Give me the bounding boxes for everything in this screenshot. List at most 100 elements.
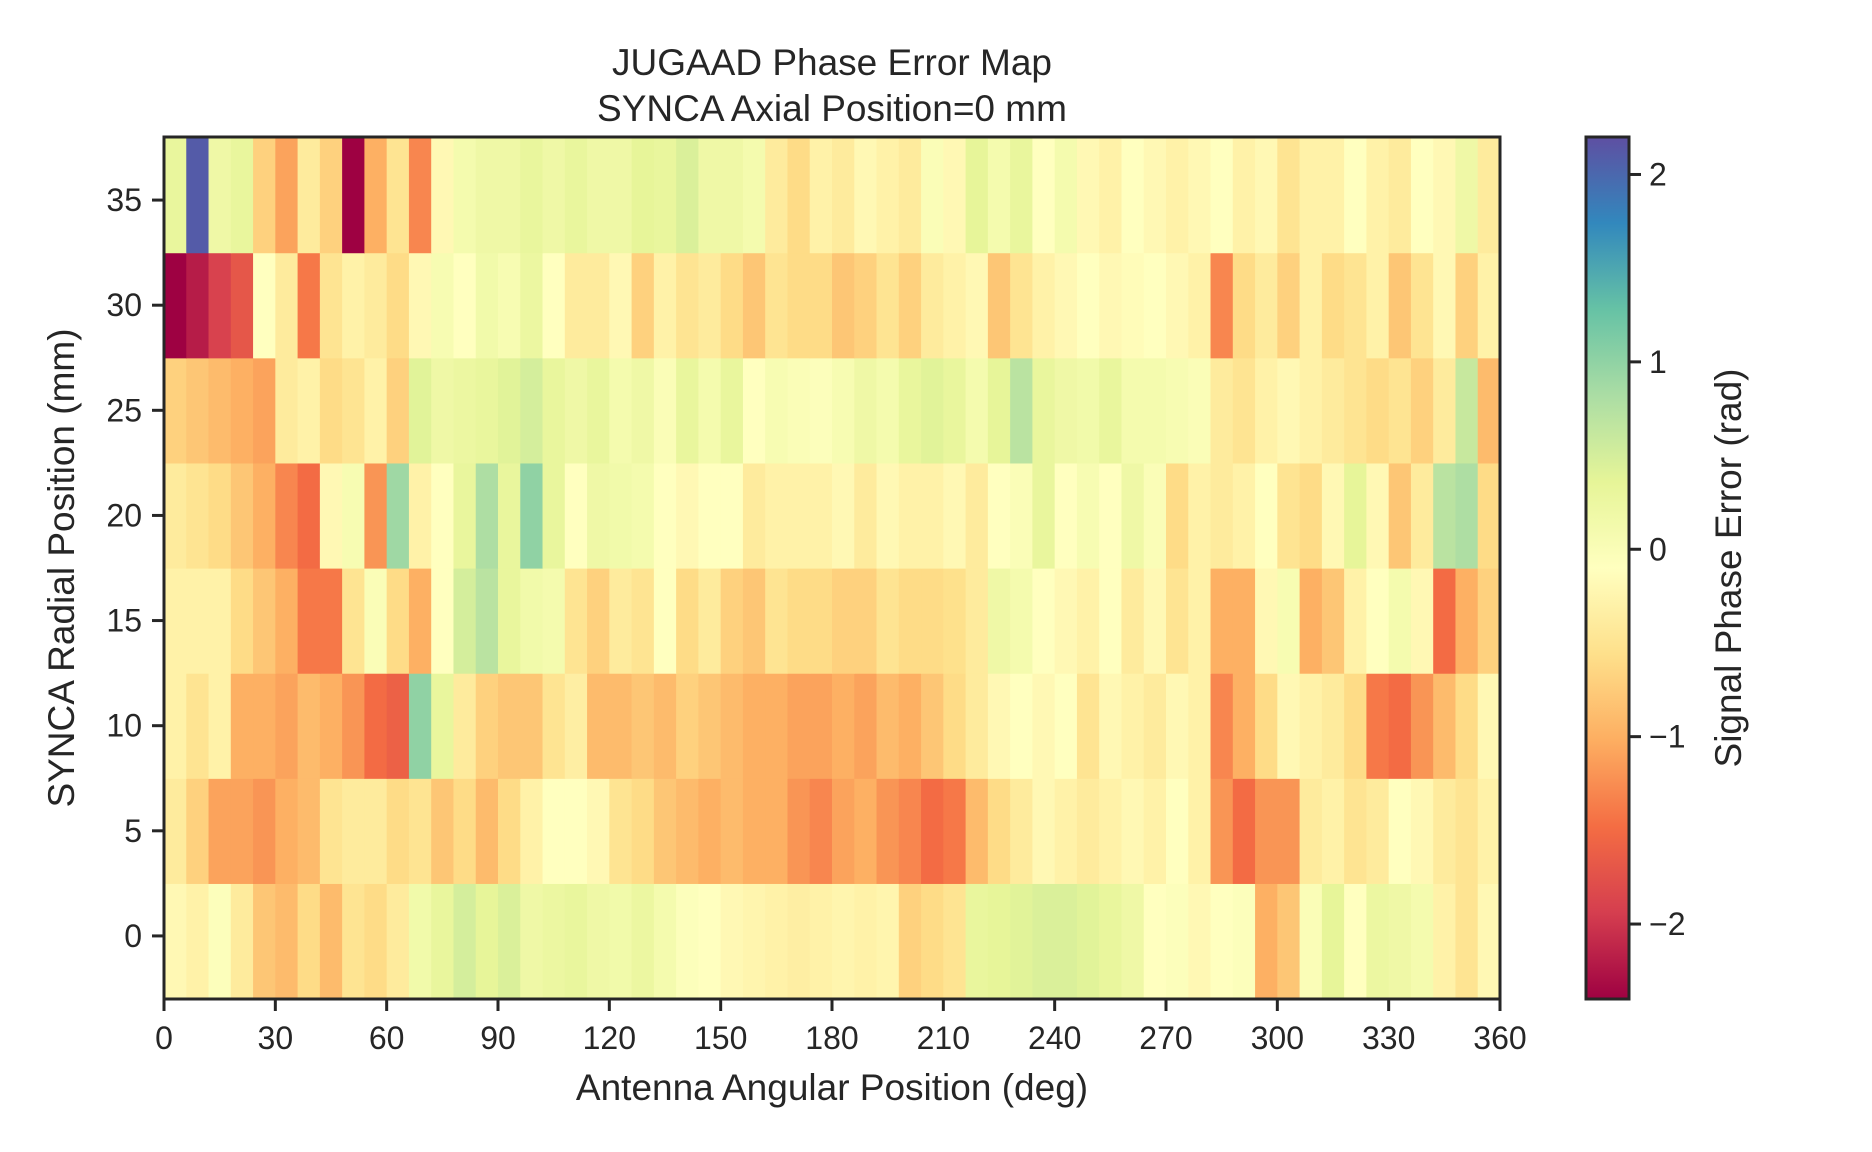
heatmap-cell xyxy=(1433,778,1457,884)
heatmap-cell xyxy=(364,357,388,464)
heatmap-cell xyxy=(1366,252,1390,359)
colorbar-label: Signal Phase Error (rad) xyxy=(1708,369,1749,768)
heatmap-cell xyxy=(1121,252,1145,359)
heatmap-cell xyxy=(1099,462,1123,569)
heatmap-cell xyxy=(898,137,922,254)
heatmap-cell xyxy=(475,883,499,1000)
heatmap-cell xyxy=(1010,137,1033,254)
heatmap-cell xyxy=(1410,883,1434,1000)
heatmap-cell xyxy=(1299,137,1323,254)
heatmap-cell xyxy=(1166,462,1189,569)
heatmap-cell xyxy=(898,357,922,464)
heatmap-cell xyxy=(1410,137,1434,254)
x-tick-label: 330 xyxy=(1362,1020,1415,1056)
heatmap-cell xyxy=(1388,252,1412,359)
heatmap-cell xyxy=(1099,357,1123,464)
heatmap-cell xyxy=(408,252,432,359)
heatmap-cell xyxy=(832,357,855,464)
heatmap-cell xyxy=(631,778,655,884)
heatmap-cell xyxy=(742,778,766,884)
heatmap-cell xyxy=(1366,778,1390,884)
heatmap-cell xyxy=(1455,137,1479,254)
heatmap-cell xyxy=(653,883,677,1000)
heatmap-cell xyxy=(1388,568,1412,674)
heatmap-cell xyxy=(609,252,633,359)
heatmap-cell xyxy=(1032,137,1056,254)
heatmap-cell xyxy=(1232,883,1256,1000)
heatmap-cell xyxy=(1477,568,1501,674)
heatmap-cell xyxy=(319,252,343,359)
heatmap-cell xyxy=(1455,252,1479,359)
x-tick-label: 120 xyxy=(583,1020,636,1056)
heatmap-cell xyxy=(453,568,477,674)
heatmap-cell xyxy=(364,252,388,359)
heatmap-cell xyxy=(275,462,299,569)
heatmap-cell xyxy=(787,778,811,884)
heatmap-cell xyxy=(186,357,210,464)
colorbar-tick-label: 2 xyxy=(1649,156,1667,192)
heatmap-cell xyxy=(520,252,544,359)
heatmap-cell xyxy=(898,673,922,779)
heatmap-cell xyxy=(1277,462,1301,569)
y-axis-ticks: 0 5 10 15 20 25 30 35 xyxy=(106,182,164,954)
heatmap-cell xyxy=(408,137,432,254)
heatmap-cell xyxy=(275,673,299,779)
heatmap-cell xyxy=(475,778,499,884)
heatmap-cell xyxy=(698,252,722,359)
heatmap-cell xyxy=(898,778,922,884)
heatmap-cell xyxy=(854,883,878,1000)
heatmap-cell xyxy=(564,673,588,779)
heatmap-cell xyxy=(1299,252,1323,359)
heatmap-cell xyxy=(319,357,343,464)
heatmap-cell xyxy=(832,568,855,674)
heatmap-cell xyxy=(1010,252,1033,359)
heatmap-cell xyxy=(498,778,521,884)
x-tick-label: 270 xyxy=(1139,1020,1192,1056)
heatmap-cell xyxy=(186,673,210,779)
heatmap-cell xyxy=(208,673,232,779)
x-tick-label: 30 xyxy=(258,1020,294,1056)
heatmap-cell xyxy=(854,357,878,464)
heatmap-cell xyxy=(1321,883,1345,1000)
heatmap-cell xyxy=(742,462,766,569)
heatmap-cell xyxy=(765,462,789,569)
y-tick-label: 20 xyxy=(106,497,142,533)
heatmap-cell xyxy=(1277,252,1301,359)
heatmap-cell xyxy=(164,883,187,1000)
heatmap-cell xyxy=(564,462,588,569)
heatmap-cell xyxy=(453,883,477,1000)
heatmap-cell xyxy=(475,137,499,254)
heatmap-cell xyxy=(386,568,410,674)
heatmap-cell xyxy=(297,357,321,464)
heatmap-cell xyxy=(1210,252,1234,359)
heatmap-cell xyxy=(765,137,789,254)
x-tick-label: 150 xyxy=(694,1020,747,1056)
heatmap-cell xyxy=(186,462,210,569)
heatmap-cell xyxy=(609,357,633,464)
heatmap-cell xyxy=(921,568,944,674)
heatmap-cell xyxy=(1166,137,1189,254)
heatmap-cell xyxy=(1010,568,1033,674)
heatmap-cell xyxy=(564,568,588,674)
heatmap-cell xyxy=(876,357,900,464)
heatmap-cell xyxy=(987,778,1011,884)
heatmap-cell xyxy=(386,778,410,884)
heatmap-cell xyxy=(431,673,455,779)
heatmap-cell xyxy=(809,673,833,779)
heatmap-cell xyxy=(1121,778,1145,884)
heatmap-cell xyxy=(1255,357,1278,464)
heatmap-cell xyxy=(587,673,610,779)
heatmap-cell xyxy=(408,462,432,569)
heatmap-cell xyxy=(230,778,254,884)
heatmap-cell xyxy=(364,137,388,254)
colorbar xyxy=(1584,135,1631,1001)
heatmap-cell xyxy=(520,883,544,1000)
heatmap-cell xyxy=(1076,137,1100,254)
heatmap-cell xyxy=(1344,252,1367,359)
heatmap-cell xyxy=(453,137,477,254)
heatmap-cell xyxy=(921,252,944,359)
heatmap-cell xyxy=(408,883,432,1000)
heatmap-cell xyxy=(253,357,276,464)
heatmap-cell xyxy=(921,673,944,779)
heatmap-cell xyxy=(876,252,900,359)
